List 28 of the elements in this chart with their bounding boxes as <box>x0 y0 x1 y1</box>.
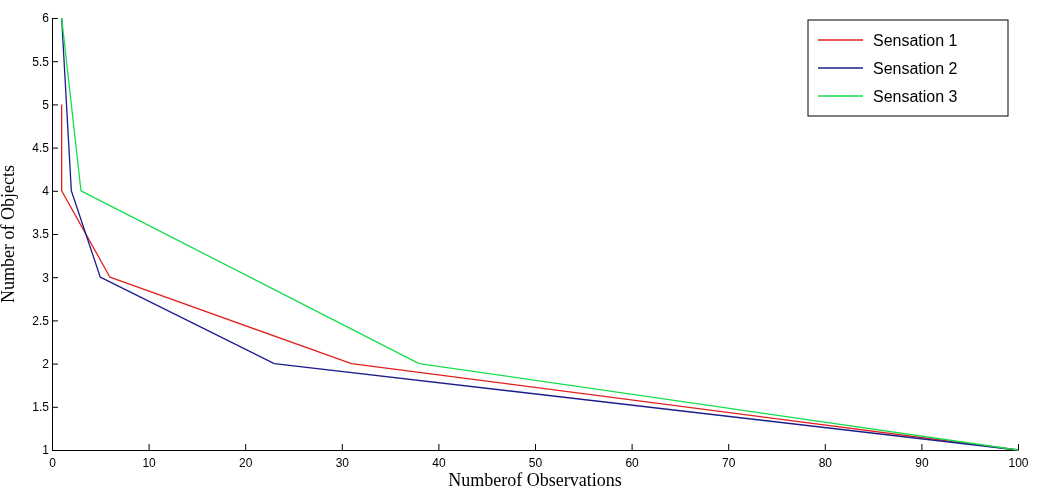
legend-label: Sensation 2 <box>873 60 958 77</box>
y-tick-label: 3.5 <box>32 227 50 242</box>
x-tick-label: 80 <box>818 455 833 470</box>
y-tick-label: 6 <box>42 11 50 26</box>
x-tick-label: 40 <box>432 455 446 470</box>
x-tick-label: 30 <box>335 455 350 470</box>
legend-label: Sensation 3 <box>873 88 958 105</box>
y-tick-label: 2.5 <box>32 313 50 328</box>
x-tick-label: 70 <box>722 455 736 470</box>
x-tick-label: 50 <box>528 455 543 470</box>
y-axis-title: Number of Objects <box>0 165 18 303</box>
x-tick-label: 20 <box>239 455 253 470</box>
y-tick-label: 1 <box>42 443 50 458</box>
y-tick-label: 3 <box>42 270 50 285</box>
x-tick-label: 0 <box>49 455 57 470</box>
y-tick-label: 5 <box>42 97 50 112</box>
x-tick-label: 90 <box>915 455 929 470</box>
line-series <box>61 17 1019 451</box>
x-axis-title: Numberof Observations <box>448 470 622 490</box>
x-tick-label: 60 <box>625 455 640 470</box>
y-tick-label: 5.5 <box>32 54 50 69</box>
y-tick-label: 4.5 <box>32 140 50 155</box>
y-tick-label: 1.5 <box>32 400 50 415</box>
legend-label: Sensation 1 <box>873 32 958 49</box>
y-tick-label: 2 <box>42 356 50 371</box>
x-tick-label: 10 <box>142 455 157 470</box>
x-tick-label: 100 <box>1008 455 1029 470</box>
y-tick-label: 4 <box>42 184 50 199</box>
